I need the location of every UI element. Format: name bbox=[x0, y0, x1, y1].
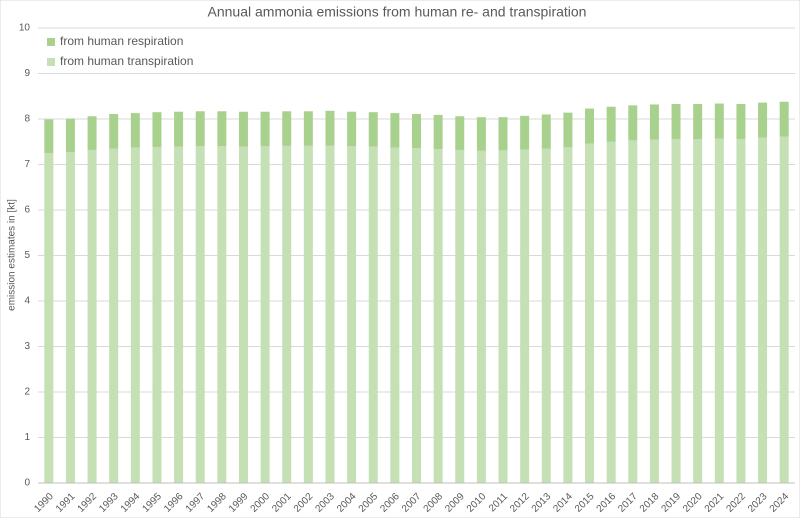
bar-segment bbox=[325, 145, 335, 483]
bar-segment bbox=[455, 149, 465, 483]
bar-segment bbox=[563, 112, 573, 148]
bar-segment bbox=[65, 118, 75, 153]
bar-segment bbox=[606, 141, 616, 483]
y-tick-label: 6 bbox=[24, 205, 30, 216]
bar-segment bbox=[260, 111, 270, 147]
bar-segment bbox=[649, 139, 659, 483]
y-tick-label: 9 bbox=[24, 68, 30, 79]
bar-segment bbox=[714, 103, 724, 139]
bar-segment bbox=[174, 146, 184, 483]
bar-segment bbox=[714, 138, 724, 483]
bar-segment bbox=[44, 153, 54, 483]
bar-segment bbox=[303, 111, 313, 146]
bar-segment bbox=[541, 148, 551, 483]
bar-segment bbox=[758, 102, 768, 138]
bar-segment bbox=[174, 111, 184, 147]
bar-segment bbox=[347, 111, 357, 147]
bar-segment bbox=[476, 117, 486, 151]
bar-segment bbox=[65, 152, 75, 483]
bar-segment bbox=[758, 137, 768, 483]
y-tick-label: 8 bbox=[24, 114, 30, 125]
bar-segment bbox=[87, 116, 97, 150]
bar-segment bbox=[585, 108, 595, 144]
bar-segment bbox=[736, 103, 746, 140]
bar-segment bbox=[693, 103, 703, 140]
bar-segment bbox=[585, 143, 595, 483]
bar-segment bbox=[736, 139, 746, 483]
bar-segment bbox=[779, 101, 789, 137]
bar-segment bbox=[390, 147, 400, 484]
bar-segment bbox=[368, 146, 378, 483]
bar-segment bbox=[217, 111, 227, 147]
bar-segment bbox=[130, 113, 140, 148]
bar-segment bbox=[649, 104, 659, 140]
bar-segment bbox=[390, 113, 400, 148]
y-tick-label: 0 bbox=[24, 478, 30, 489]
legend-label: from human transpiration bbox=[60, 54, 193, 68]
bar-segment bbox=[152, 112, 162, 148]
bar-segment bbox=[693, 139, 703, 483]
bar-segment bbox=[282, 111, 292, 146]
bar-segment bbox=[520, 115, 530, 150]
y-tick-label: 2 bbox=[24, 387, 30, 398]
bar-segment bbox=[433, 114, 443, 150]
bar-segment bbox=[87, 149, 97, 483]
bar-segment bbox=[109, 113, 119, 149]
bar-segment bbox=[217, 146, 227, 484]
y-tick-label: 3 bbox=[24, 341, 30, 352]
bar-segment bbox=[671, 139, 681, 483]
bar-segment bbox=[303, 145, 313, 483]
y-tick-label: 5 bbox=[24, 250, 30, 261]
bar-segment bbox=[195, 111, 205, 147]
y-tick-label: 10 bbox=[19, 23, 31, 34]
bar-segment bbox=[238, 111, 248, 147]
bar-segment bbox=[671, 103, 681, 140]
bar-segment bbox=[368, 112, 378, 147]
bar-segment bbox=[498, 117, 508, 151]
bar-segment bbox=[628, 105, 638, 141]
bar-segment bbox=[455, 116, 465, 150]
bar-segment bbox=[325, 110, 335, 146]
chart-title: Annual ammonia emissions from human re- … bbox=[208, 4, 587, 20]
y-tick-label: 1 bbox=[24, 432, 30, 443]
bar-segment bbox=[195, 146, 205, 484]
bar-segment bbox=[347, 146, 357, 484]
legend-swatch bbox=[47, 38, 55, 46]
bar-segment bbox=[412, 148, 421, 483]
bar-segment bbox=[433, 149, 443, 483]
legend-swatch bbox=[47, 58, 55, 66]
bar-segment bbox=[282, 145, 292, 483]
y-tick-label: 4 bbox=[24, 296, 30, 307]
y-axis-label: emission estimates in [kt] bbox=[7, 199, 18, 311]
bar-segment bbox=[238, 146, 248, 483]
bar-segment bbox=[628, 140, 638, 483]
bar-segment bbox=[412, 113, 421, 149]
bar-segment bbox=[541, 114, 551, 149]
bar-segment bbox=[152, 147, 162, 483]
bar-segment bbox=[606, 106, 616, 142]
bar-segment bbox=[476, 150, 486, 483]
bar-segment bbox=[109, 148, 119, 483]
bar-segment bbox=[260, 146, 270, 484]
bar-segment bbox=[498, 150, 508, 483]
bar-segment bbox=[779, 136, 789, 483]
bar-segment bbox=[520, 149, 530, 484]
y-tick-label: 7 bbox=[24, 159, 30, 170]
bar-segment bbox=[563, 147, 573, 483]
bar-segment bbox=[44, 119, 54, 154]
legend-label: from human respiration bbox=[60, 34, 183, 48]
bar-segment bbox=[130, 147, 140, 484]
